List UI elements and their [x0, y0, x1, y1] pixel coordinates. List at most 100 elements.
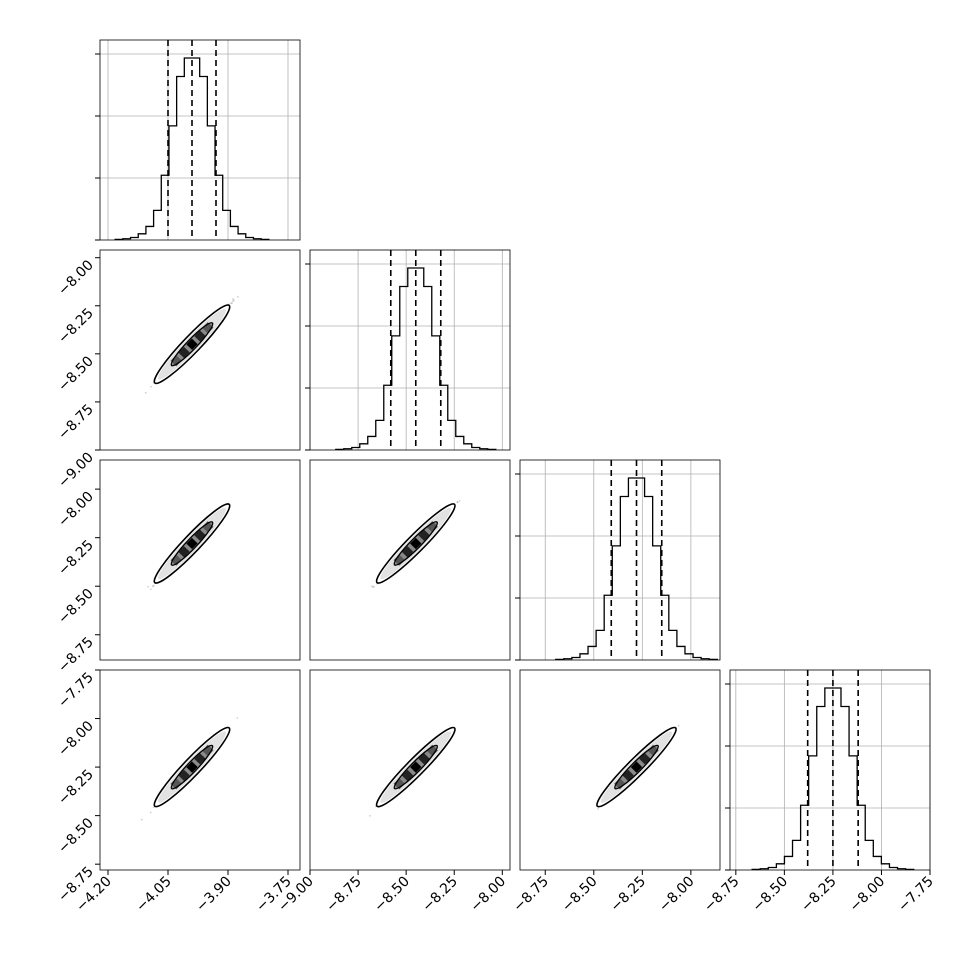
- ytick-label-3-1: −8.50: [55, 815, 97, 857]
- contour-line-inner-3-2: [614, 744, 659, 790]
- ytick-label-1-1: −8.75: [55, 401, 97, 443]
- contour-line-outer-3-1: [375, 726, 456, 808]
- ytick-label-1-2: −8.50: [55, 353, 97, 395]
- scatter-point-3-2-330: [677, 724, 680, 727]
- density-cell-3-0-4: [202, 744, 214, 757]
- scatter-frame-2-0: [99, 459, 301, 661]
- contour-line-outer-1-0: [153, 304, 231, 385]
- scatter-point-1-0-179: [233, 299, 235, 302]
- ytick-label-2-0: −8.75: [55, 634, 97, 676]
- xtick-label-1-1: −8.75: [323, 874, 365, 916]
- ytick-label-2-3: −8.00: [55, 489, 97, 531]
- ytick-label-1-3: −8.25: [55, 305, 97, 347]
- xtick-label-3-0: −8.75: [701, 874, 743, 916]
- scatter-point-2-0-323: [151, 585, 154, 588]
- ytick-label-3-4: −7.75: [55, 670, 97, 712]
- scatter-frame-1-0: [99, 249, 301, 451]
- scatter-point-2-0-513: [152, 584, 155, 587]
- hist-step-2: [555, 477, 718, 661]
- scatter-panel-3-2: [519, 669, 721, 871]
- scatter-point-3-0-67: [140, 818, 143, 821]
- panel-content-2-1: [371, 500, 461, 589]
- density-cell-3-2-2: [630, 761, 643, 773]
- contour-line-inner-3-0: [170, 744, 214, 790]
- panel-content-2-0: [147, 502, 231, 591]
- xtick-label-1-3: −8.25: [419, 874, 461, 916]
- scatter-point-1-0-301: [144, 391, 147, 394]
- scatter-panel-3-1: [309, 669, 511, 871]
- hist-step-0: [114, 57, 270, 241]
- panel-content-1-0: [144, 296, 239, 394]
- hist-frame-0: [99, 39, 301, 241]
- density-cell-3-1-2: [410, 761, 422, 773]
- scatter-point-2-0-183: [147, 585, 150, 588]
- scatter-point-1-0-383: [231, 300, 234, 303]
- scatter-point-3-2-473: [597, 808, 599, 810]
- hist-panel-0: [95, 39, 301, 241]
- ytick-label-1-0: −9.00: [55, 450, 97, 492]
- scatter-point-2-1-464: [372, 586, 374, 589]
- y-axis-3: −8.75−8.50−8.25−8.00−7.75: [55, 669, 100, 905]
- scatter-frame-3-0: [99, 669, 301, 871]
- hist-step-1: [335, 267, 497, 451]
- density-cell-2-0-2: [186, 537, 198, 550]
- scatter-point-2-1-332: [458, 500, 461, 502]
- contour-line-outer-2-0: [153, 503, 231, 584]
- x-axis-2: −8.75 −8.50 −8.25 −8.00: [510, 870, 698, 916]
- xtick-label-1-4: −8.00: [467, 874, 509, 916]
- xtick-label-3-3: −8.00: [847, 874, 889, 916]
- panel-content-3-1: [369, 726, 456, 817]
- density-cell-2-1-0: [393, 554, 405, 566]
- scatter-point-3-0-504: [152, 806, 155, 809]
- scatter-panel-3-0: [99, 669, 301, 871]
- density-cell-3-2-4: [647, 744, 659, 757]
- scatter-point-1-0-153: [150, 385, 152, 388]
- density-cell-1-0-4: [202, 322, 214, 334]
- ytick-label-1-4: −8.00: [55, 257, 97, 299]
- x-axis-0: −4.20 −4.05 −3.90 −3.75: [73, 870, 295, 915]
- scatter-point-1-0-425: [230, 302, 233, 304]
- scatter-point-3-1-122: [369, 814, 371, 817]
- density-cell-3-1-4: [426, 744, 438, 757]
- hist-frame-2: [519, 459, 721, 661]
- ytick-label-2-1: −8.50: [55, 586, 97, 628]
- contour-line-inner-3-1: [393, 744, 438, 790]
- scatter-panel-2-1: [309, 459, 511, 661]
- ytick-label-2-2: −8.25: [55, 537, 97, 579]
- density-cell-3-0-0: [170, 778, 182, 790]
- contour-line-inner-1-0: [170, 322, 214, 367]
- panel-content-3-0: [140, 717, 239, 821]
- scatter-point-2-1-371: [456, 501, 459, 504]
- scatter-point-2-1-266: [371, 585, 373, 587]
- scatter-point-2-1-468: [373, 585, 375, 588]
- xtick-label-3-4: −7.75: [895, 874, 937, 916]
- y-axis-2: −8.75 −8.50 −8.25 −8.00: [55, 488, 100, 676]
- xtick-label-3-2: −8.25: [798, 874, 840, 916]
- scatter-frame-3-1: [309, 669, 511, 871]
- density-cell-3-2-0: [614, 778, 626, 790]
- hist-panel-3: [725, 669, 931, 871]
- xtick-label-0-2: −3.90: [193, 874, 235, 916]
- scatter-point-2-0-450: [149, 588, 152, 591]
- xtick-label-2-1: −8.50: [559, 874, 601, 916]
- scatter-frame-2-1: [309, 459, 511, 661]
- density-cell-2-1-2: [410, 537, 422, 550]
- scatter-point-1-0-434: [232, 298, 234, 301]
- contour-line-inner-2-1: [393, 521, 438, 566]
- ytick-label-3-3: −8.00: [55, 718, 97, 760]
- xtick-label-0-1: −4.05: [133, 874, 175, 916]
- contour-line-outer-2-1: [375, 503, 456, 584]
- density-cell-3-1-0: [393, 778, 405, 790]
- x-axis-1: −9.00 −8.75 −8.50 −8.25 −8.00: [275, 870, 509, 915]
- xtick-label-1-2: −8.50: [371, 874, 413, 916]
- xtick-label-2-0: −8.75: [510, 874, 552, 916]
- xtick-label-3-1: −8.50: [750, 874, 792, 916]
- density-cell-2-0-4: [202, 521, 214, 533]
- xtick-label-2-2: −8.25: [608, 874, 650, 916]
- density-cell-2-0-0: [170, 554, 182, 566]
- hist-panel-2: [515, 459, 721, 661]
- ytick-label-3-2: −8.25: [55, 767, 97, 809]
- hist-panel-1: [305, 249, 511, 451]
- scatter-point-1-0-288: [237, 296, 239, 298]
